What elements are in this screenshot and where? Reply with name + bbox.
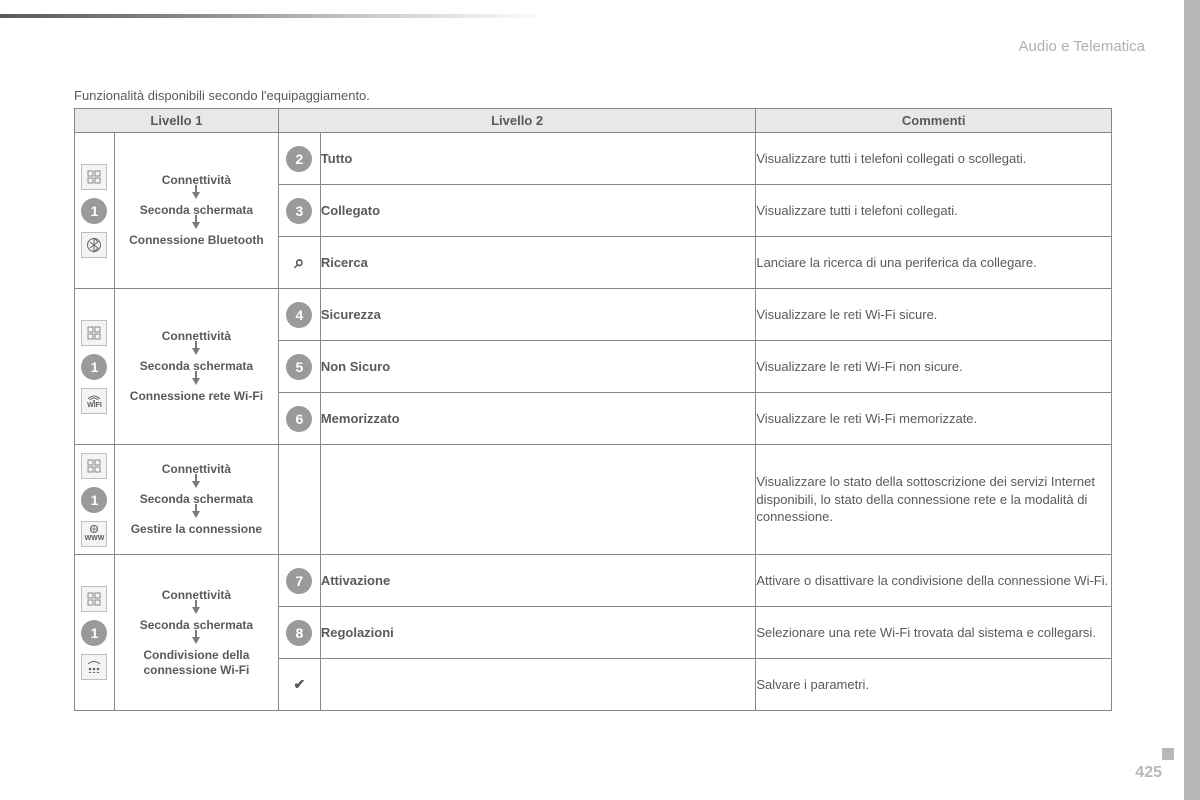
arrow-down-icon: [192, 222, 200, 229]
comment-cell: Selezionare una rete Wi-Fi trovata dal s…: [756, 607, 1112, 659]
lvl2-label: Ricerca: [320, 237, 756, 289]
hotspot-icon: [81, 654, 107, 680]
arrow-down-icon: [192, 348, 200, 355]
header-lvl1: Livello 1: [75, 109, 279, 133]
nav-path: Connettività Seconda schermata Gestire l…: [115, 454, 278, 545]
table-row: 1 WIFI Connettività Seconda schermata Co…: [75, 289, 1112, 341]
arrow-down-icon: [192, 192, 200, 199]
section-title: Audio e Telematica: [1019, 38, 1145, 55]
arrow-down-icon: [192, 637, 200, 644]
lvl1-icon-stack: 1 WWW: [75, 447, 114, 553]
grid-icon: [81, 586, 107, 612]
arrow-down-icon: [192, 378, 200, 385]
lvl2-label: [320, 659, 756, 711]
table-row: 1 WWW Connettività Seconda schermata Ges…: [75, 445, 1112, 555]
comment-cell: Visualizzare le reti Wi-Fi non sicure.: [756, 341, 1112, 393]
comment-cell: Visualizzare tutti i telefoni collegati …: [756, 133, 1112, 185]
comment-cell: Salvare i parametri.: [756, 659, 1112, 711]
comment-cell: Lanciare la ricerca di una periferica da…: [756, 237, 1112, 289]
nav-item: Connessione rete Wi-Fi: [130, 389, 263, 404]
step-badge: 5: [286, 354, 312, 380]
lvl1-icon-stack: 1 WIFI: [75, 314, 114, 420]
step-badge: 6: [286, 406, 312, 432]
lvl2-label: Tutto: [320, 133, 756, 185]
main-table: Livello 1 Livello 2 Commenti 1 Connettiv…: [74, 108, 1112, 711]
www-icon: WWW: [81, 521, 107, 547]
arrow-down-icon: [192, 481, 200, 488]
check-icon: ✔: [293, 676, 305, 692]
lvl2-label: Collegato: [320, 185, 756, 237]
comment-cell: Attivare o disattivare la condivisione d…: [756, 555, 1112, 607]
step-badge: 1: [81, 198, 107, 224]
page-number: 425: [1135, 764, 1162, 782]
lvl2-label: Attivazione: [320, 555, 756, 607]
wifi-icon: WIFI: [81, 388, 107, 414]
nav-path: Connettività Seconda schermata Connessio…: [115, 321, 278, 412]
lvl2-label: [320, 445, 756, 555]
comment-cell: Visualizzare tutti i telefoni collegati.: [756, 185, 1112, 237]
table-row: 1 Connettività Seconda schermata Condivi…: [75, 555, 1112, 607]
nav-item: Connessione Bluetooth: [129, 233, 264, 248]
grid-icon: [81, 320, 107, 346]
right-bar: [1184, 0, 1200, 800]
step-badge: 1: [81, 487, 107, 513]
header-row: Livello 1 Livello 2 Commenti: [75, 109, 1112, 133]
arrow-down-icon: [192, 511, 200, 518]
comment-cell: Visualizzare lo stato della sottoscrizio…: [756, 445, 1112, 555]
nav-path: Connettività Seconda schermata Condivisi…: [115, 580, 278, 686]
grid-icon: [81, 164, 107, 190]
lvl1-icon-stack: 1: [75, 158, 114, 264]
grid-icon: [81, 453, 107, 479]
bluetooth-icon: [81, 232, 107, 258]
lvl2-label: Regolazioni: [320, 607, 756, 659]
lvl2-label: Sicurezza: [320, 289, 756, 341]
nav-item: Condivisione della connessione Wi-Fi: [119, 648, 274, 678]
header-lvl2: Livello 2: [278, 109, 755, 133]
arrow-down-icon: [192, 607, 200, 614]
nav-path: Connettività Seconda schermata Connessio…: [115, 165, 278, 256]
step-badge: 4: [286, 302, 312, 328]
step-badge: 3: [286, 198, 312, 224]
step-badge: 1: [81, 354, 107, 380]
header-gradient: [0, 14, 550, 18]
table-row: 1 Connettività Seconda schermata Conness…: [75, 133, 1112, 185]
nav-item: Gestire la connessione: [131, 522, 262, 537]
step-badge: 2: [286, 146, 312, 172]
step-badge: 7: [286, 568, 312, 594]
lvl2-label: Non Sicuro: [320, 341, 756, 393]
comment-cell: Visualizzare le reti Wi-Fi sicure.: [756, 289, 1112, 341]
comment-cell: Visualizzare le reti Wi-Fi memorizzate.: [756, 393, 1112, 445]
lvl2-label: Memorizzato: [320, 393, 756, 445]
search-icon: ⌕: [294, 252, 304, 272]
lvl1-icon-stack: 1: [75, 580, 114, 686]
header-comments: Commenti: [756, 109, 1112, 133]
step-badge: 1: [81, 620, 107, 646]
step-badge: 8: [286, 620, 312, 646]
corner-mark: [1162, 748, 1174, 760]
subtitle: Funzionalità disponibili secondo l'equip…: [74, 88, 370, 103]
